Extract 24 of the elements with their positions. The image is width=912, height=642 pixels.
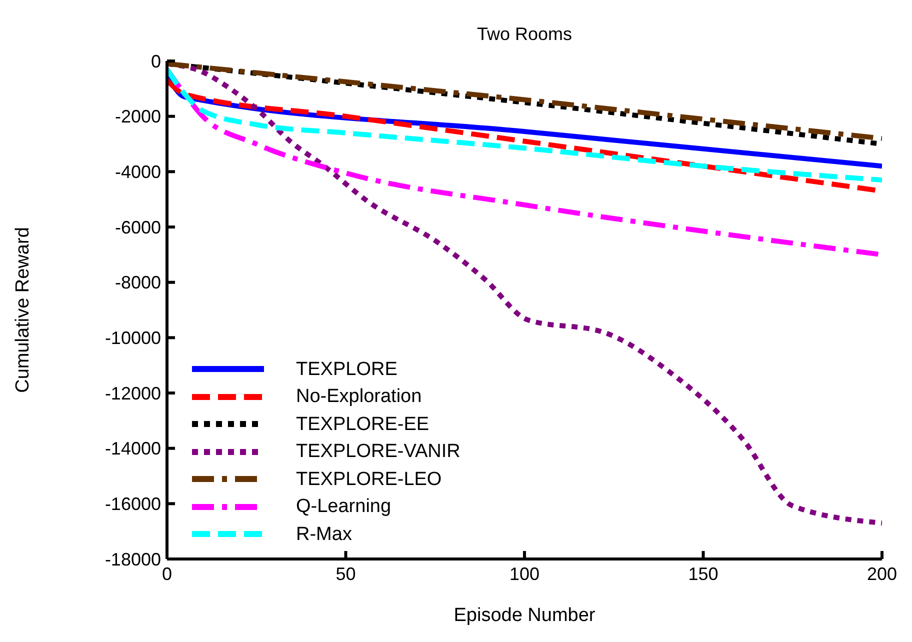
y-tick-label: -14000 [104,438,161,459]
legend-label: TEXPLORE [296,358,398,382]
x-tick-label: 50 [336,564,356,584]
legend-label: TEXPLORE-EE [296,412,430,436]
chart-title: Two Rooms [476,24,574,45]
y-tick-label: -10000 [104,328,161,348]
x-tick-label: 100 [509,564,540,584]
legend-label: Q-Learning [296,495,392,519]
y-tick-label: -12000 [104,383,161,404]
legend-label: No-Exploration [296,385,422,409]
legend-label: TEXPLORE-LEO [296,468,442,492]
y-tick-label: -16000 [104,494,161,514]
y-tick-label: -2000 [114,106,161,127]
x-tick-label: 150 [688,564,718,584]
y-axis-title: Cumulative Reward [12,227,34,393]
y-tick-label: -8000 [114,272,161,293]
y-tick-label: -18000 [104,549,161,570]
y-tick-label: -4000 [114,162,161,182]
x-tick-label: 200 [866,564,898,584]
y-tick-label: -6000 [114,217,161,238]
x-axis-title: Episode Number [454,605,596,626]
legend-label: TEXPLORE-VANIR [296,440,460,464]
y-tick-label: 0 [150,51,161,72]
legend-label: R-Max [296,522,352,546]
